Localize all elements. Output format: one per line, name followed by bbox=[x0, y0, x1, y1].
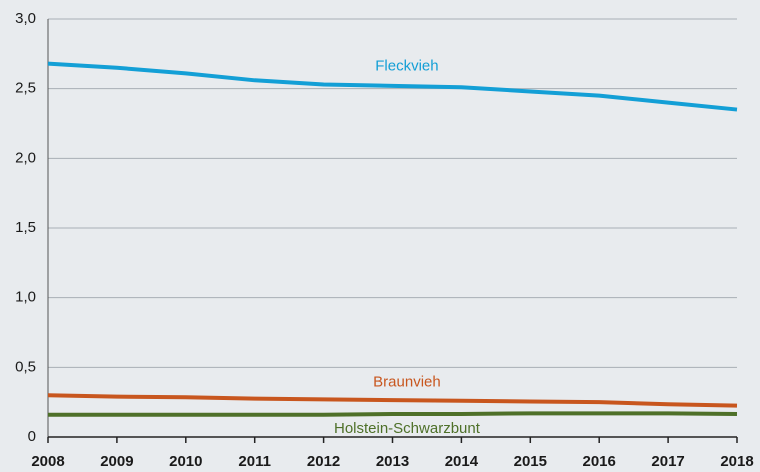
x-tick-label: 2012 bbox=[307, 453, 340, 470]
y-tick-label: 2,0 bbox=[15, 149, 36, 166]
x-tick-label: 2009 bbox=[100, 453, 133, 470]
x-tick-label: 2016 bbox=[583, 453, 616, 470]
x-tick-label: 2013 bbox=[376, 453, 409, 470]
x-tick-label: 2018 bbox=[720, 453, 753, 470]
line-series bbox=[47, 393, 738, 408]
series-label: Holstein-Schwarzbunt bbox=[334, 420, 481, 437]
line-series bbox=[47, 61, 738, 112]
y-tick-label: 0 bbox=[28, 428, 36, 445]
x-tick-label: 2010 bbox=[169, 453, 202, 470]
y-tick-label: 1,0 bbox=[15, 289, 36, 306]
series-label: Fleckvieh bbox=[375, 58, 438, 75]
y-tick-label: 2,5 bbox=[15, 80, 36, 97]
x-tick-label: 2017 bbox=[651, 453, 684, 470]
series-label: Braunvieh bbox=[373, 373, 441, 390]
line-series bbox=[48, 411, 738, 417]
y-tick-label: 3,0 bbox=[15, 10, 36, 27]
x-tick-label: 2014 bbox=[445, 453, 479, 470]
y-tick-label: 1,5 bbox=[15, 219, 36, 236]
x-tick-label: 2015 bbox=[514, 453, 547, 470]
x-tick-label: 2008 bbox=[31, 453, 64, 470]
x-tick-label: 2011 bbox=[238, 453, 271, 470]
y-tick-label: 0,5 bbox=[15, 358, 36, 375]
